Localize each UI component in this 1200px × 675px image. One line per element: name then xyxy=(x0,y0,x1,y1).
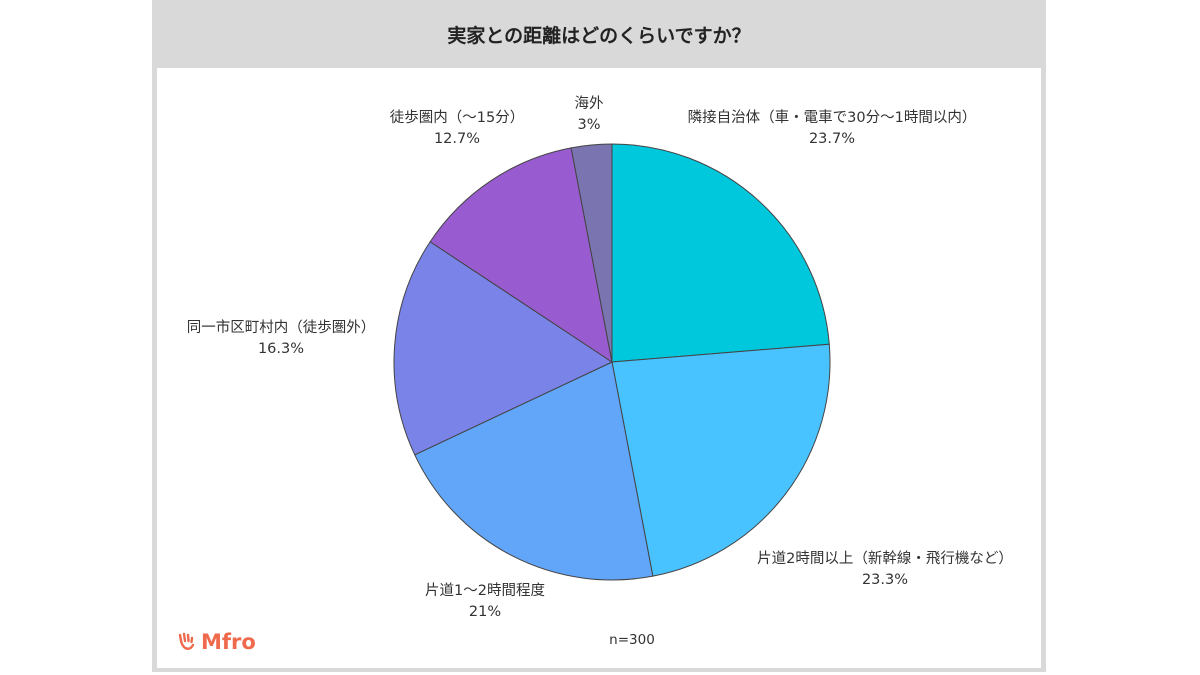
pie-slice-4 xyxy=(393,241,614,456)
slice-category-label: 隣接自治体（車・電車で30分〜1時間以内） xyxy=(688,109,977,126)
pie-chart: 隣接自治体（車・電車で30分〜1時間以内） 23.7% 片道2時間以上（新幹線・飛行… xyxy=(187,95,1013,620)
slice-category-label: 片道2時間以上（新幹線・飛行機など） xyxy=(757,549,1013,567)
slice-value-label: 21% xyxy=(469,604,501,620)
slice-value-label: 23.7% xyxy=(809,131,855,147)
slice-label-5: 徒歩圏内（〜15分） 12.7% xyxy=(390,109,524,147)
slice-category-label: 海外 xyxy=(575,95,604,112)
slice-value-label: 23.3% xyxy=(862,572,908,588)
slice-category-label: 徒歩圏内（〜15分） xyxy=(390,109,524,126)
slice-category-label: 片道1〜2時間程度 xyxy=(425,582,545,599)
chart-title: 実家との距離はどのくらいですか？ xyxy=(157,0,1041,68)
pie-slice-1 xyxy=(611,143,830,363)
slice-label-1: 隣接自治体（車・電車で30分〜1時間以内） 23.7% xyxy=(688,109,977,147)
pie-slice-2 xyxy=(611,343,831,577)
pie-slice-5 xyxy=(429,147,613,364)
slice-value-label: 3% xyxy=(577,117,600,133)
pie-slice-3 xyxy=(414,361,654,581)
slice-category-label: 同一市区町村内（徒歩圏外） xyxy=(187,319,376,336)
pie-slice-6 xyxy=(570,143,613,363)
slice-label-4: 同一市区町村内（徒歩圏外） 16.3% xyxy=(187,319,376,357)
slice-label-3: 片道1〜2時間程度 21% xyxy=(425,582,545,620)
slice-value-label: 16.3% xyxy=(258,341,304,357)
hand-wave-icon xyxy=(178,632,195,650)
slice-label-6: 海外 3% xyxy=(575,95,604,133)
brand-name: Mfro xyxy=(201,630,256,654)
chart-card: 実家との距離はどのくらいですか？ 隣接自治体（車・電車で30分〜1時間以内） 23… xyxy=(152,0,1046,672)
brand-logo: Mfro xyxy=(175,629,256,655)
sample-size-note: n=300 xyxy=(609,632,655,648)
slice-label-2: 片道2時間以上（新幹線・飛行機など） 23.3% xyxy=(757,549,1013,588)
slice-value-label: 12.7% xyxy=(434,131,480,147)
